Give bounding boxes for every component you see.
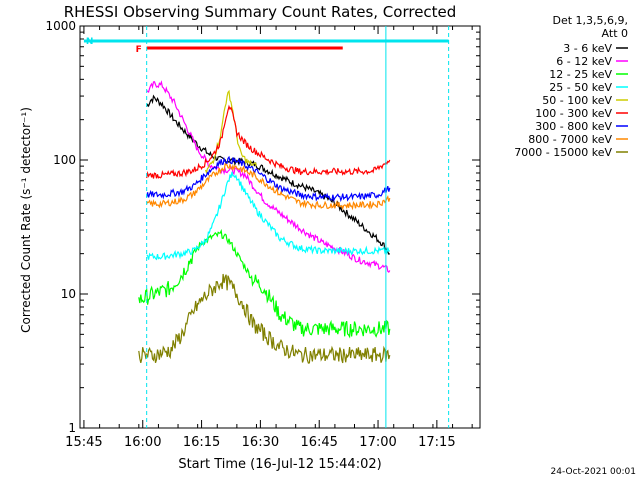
series-line-0: [146, 94, 391, 255]
series-group: [138, 80, 391, 364]
chart-title: RHESSI Observing Summary Count Rates, Co…: [64, 3, 457, 21]
legend-entry-label: 100 - 300 keV: [535, 107, 612, 120]
x-tick-label: 17:00: [359, 435, 396, 450]
legend-entry-label: 300 - 800 keV: [535, 120, 612, 133]
legend-entry-label: 50 - 100 keV: [542, 94, 612, 107]
x-tick-label: 16:00: [124, 435, 161, 450]
series-line-1: [146, 80, 391, 274]
x-tick-label: 16:45: [300, 435, 337, 450]
y-tick-label: 100: [53, 153, 76, 167]
legend-entry-label: 6 - 12 keV: [556, 55, 612, 68]
legend-entry-label: 12 - 25 keV: [549, 68, 612, 81]
legend-header-line: Att 0: [602, 27, 628, 40]
series-line-4: [204, 89, 258, 175]
flag-bars-group: FN: [83, 37, 449, 55]
y-tick-label: 1000: [45, 19, 76, 33]
legend-entry-label: 7000 - 15000 keV: [514, 146, 612, 159]
x-tick-label: 16:15: [183, 435, 220, 450]
y-tick-label: 1: [68, 421, 76, 435]
series-line-2: [138, 228, 391, 339]
x-tick-label: 17:15: [418, 435, 455, 450]
legend-entry-label: 25 - 50 keV: [549, 81, 612, 94]
flag-label: N: [86, 37, 94, 47]
series-line-3: [146, 171, 390, 261]
y-axis-label: Corrected Count Rate (s⁻¹ detector⁻¹): [19, 107, 33, 333]
y-tick-label: 10: [61, 287, 76, 301]
vertical-lines-group: [146, 26, 450, 428]
legend-header-line: Det 1,3,5,6,9,: [552, 14, 628, 27]
series-line-8: [138, 273, 391, 364]
plot-frame: [79, 25, 481, 429]
x-axis-label: Start Time (16-Jul-12 15:44:02): [178, 457, 381, 472]
plot-frame-group: [79, 25, 481, 429]
series-line-6: [146, 155, 391, 203]
series-line-5: [146, 104, 391, 179]
legend-entry-label: 3 - 6 keV: [563, 42, 612, 55]
x-tick-label: 15:45: [65, 435, 102, 450]
legend-entry-label: 800 - 7000 keV: [528, 133, 612, 146]
footer-date: 24-Oct-2021 00:01: [551, 467, 636, 477]
flag-label: F: [136, 45, 142, 55]
series-line-7: [146, 162, 391, 211]
x-tick-label: 16:30: [242, 435, 279, 450]
axes-group: 1 10 100 1000 15:45 16:00 16:15 16:30 16:45 17:00…: [45, 19, 480, 450]
